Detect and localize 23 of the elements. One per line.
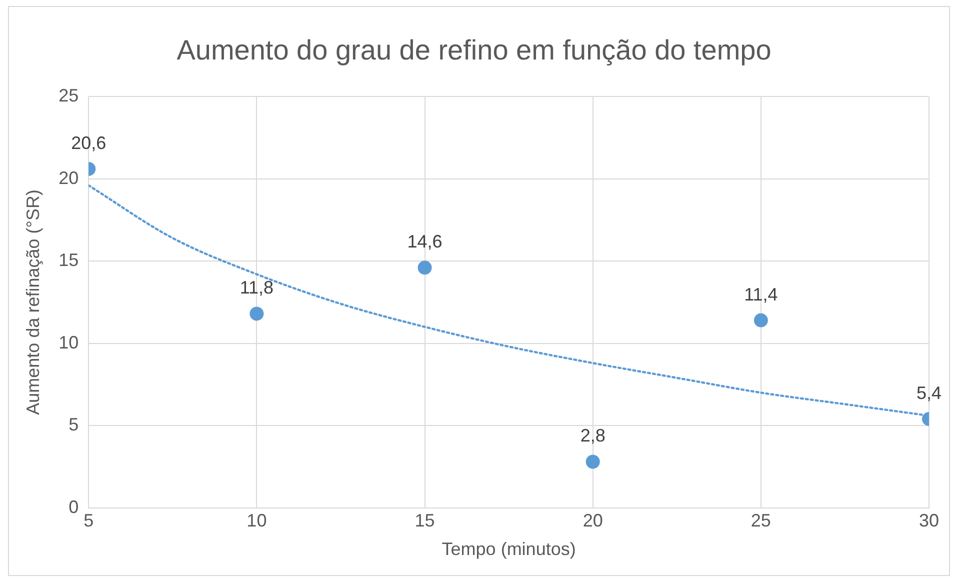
x-tick-label: 15 <box>414 510 435 531</box>
point <box>586 454 600 469</box>
x-tick-label: 25 <box>750 510 771 531</box>
data-label: 5,4 <box>916 382 942 403</box>
x-tick-label: 30 <box>918 510 940 531</box>
data-label: 20,6 <box>71 132 106 153</box>
y-tick-label: 20 <box>58 168 79 188</box>
data-label: 2,8 <box>580 426 606 446</box>
data-label: 11,8 <box>240 278 274 298</box>
x-tick-label: 5 <box>84 510 94 531</box>
y-tick-label: 15 <box>58 250 79 270</box>
y-tick-label: 0 <box>68 496 79 517</box>
x-tick-label: 10 <box>246 510 267 531</box>
data-label: 11,4 <box>744 284 778 304</box>
y-tick-label: 10 <box>58 332 79 352</box>
x-axis-title: Tempo (minutos) <box>442 539 576 560</box>
point <box>418 260 432 275</box>
chart-title: Aumento do grau de refino em função do tempo <box>176 34 772 66</box>
y-tick-label: 5 <box>68 414 79 435</box>
data-label: 14,6 <box>407 232 442 252</box>
y-axis-title: Aumento da refinação (°SR) <box>22 190 43 415</box>
y-tick-label: 25 <box>58 86 79 106</box>
x-tick-label: 20 <box>582 510 603 531</box>
